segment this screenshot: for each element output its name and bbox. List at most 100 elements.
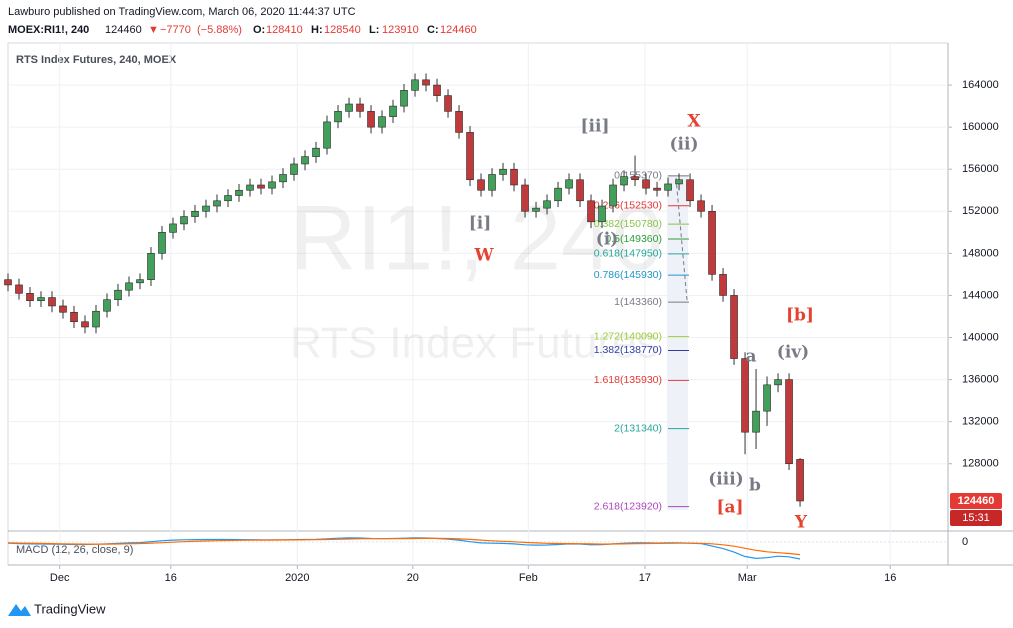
candle-body [202, 205, 210, 212]
symbol: MOEX:RI1!, 240 [8, 24, 89, 36]
candle-body [180, 216, 188, 225]
candle-body [664, 183, 672, 191]
candle-body [565, 179, 573, 189]
change-percent: (−5.88%) [197, 24, 242, 36]
wave-label: [b] [786, 306, 814, 326]
wave-label: Y [794, 513, 808, 533]
footer-logo [8, 604, 31, 616]
candle-body [103, 299, 111, 312]
signal-line [7, 537, 801, 556]
candle-body [125, 282, 133, 291]
wave-label: X [687, 112, 701, 132]
candle-body [290, 163, 298, 175]
fib-band [667, 175, 688, 510]
candle-body [587, 200, 595, 223]
change-arrow: ▼ [148, 24, 159, 36]
x-tick-label: 17 [639, 572, 651, 584]
x-tick-label: Feb [519, 572, 538, 584]
change: −7770 [160, 24, 191, 36]
candle-body [543, 200, 551, 209]
price-tag [950, 492, 1002, 509]
candle-body [499, 168, 507, 175]
fib-label: 1(143360) [614, 296, 662, 308]
candle-body [477, 179, 485, 191]
candle-body [4, 279, 12, 286]
candle-body [708, 210, 716, 275]
x-tick-label: Mar [738, 572, 757, 584]
x-tick-label: 16 [165, 572, 177, 584]
x-tick-label: 2020 [285, 572, 309, 584]
candle-body [510, 168, 518, 186]
countdown-tag [950, 509, 1002, 526]
candle-body [37, 297, 45, 301]
candle-body [774, 379, 782, 386]
wave-label: (iii) [708, 470, 743, 490]
candle-body [70, 311, 78, 323]
candle-body [169, 223, 177, 233]
wave-label: (iv) [777, 343, 809, 363]
candle-body [697, 200, 705, 212]
candle-body [554, 187, 562, 202]
candle-body [686, 179, 694, 202]
fib-label: 0.786(145930) [594, 269, 662, 281]
chart-title: RTS Index Futures, 240, MOEX [16, 54, 177, 66]
candle-body [796, 459, 804, 502]
candle-body [444, 95, 452, 112]
ohlc-value: 128540 [324, 24, 361, 36]
y-tick-label: 164000 [962, 79, 999, 91]
candle-body [400, 90, 408, 107]
candle-body [620, 176, 628, 186]
candle-body [730, 295, 738, 359]
fib-label: 2.618(123920) [594, 500, 662, 512]
candle-body [213, 200, 221, 207]
wave-label: a [745, 347, 756, 367]
watermark: RI1!, 240 [290, 187, 663, 289]
last-price: 124460 [105, 24, 142, 36]
y-tick-label: 128000 [962, 458, 999, 470]
candle-body [642, 179, 650, 189]
y-tick-label: 132000 [962, 416, 999, 428]
y-tick-label: 152000 [962, 205, 999, 217]
candle-body [389, 105, 397, 117]
candle-body [521, 184, 529, 212]
countdown-label: 15:31 [962, 512, 990, 524]
x-tick-label: 20 [407, 572, 419, 584]
ohlc-label: H: [311, 24, 323, 36]
candle-body [81, 321, 89, 328]
published-line: Lawburo published on TradingView.com, Ma… [8, 6, 356, 18]
candle-body [532, 207, 540, 212]
candle-body [752, 410, 760, 433]
candle-body [301, 156, 309, 165]
candle-body [136, 279, 144, 284]
fib-label: 0.382(150780) [594, 218, 662, 230]
candle-body [15, 284, 23, 294]
candle-body [158, 232, 166, 254]
candle-body [279, 174, 287, 183]
fib-label: 1.618(135930) [594, 374, 662, 386]
candle-body [763, 384, 771, 412]
candle-body [785, 379, 793, 465]
candle-body [609, 184, 617, 207]
candle-body [268, 181, 276, 189]
candle-body [147, 253, 155, 280]
candle-body [598, 205, 606, 223]
candle-body [323, 121, 331, 149]
candle-body [455, 111, 463, 133]
candle-body [576, 179, 584, 202]
wave-label: b [749, 476, 761, 496]
ohlc-label: L: [369, 24, 379, 36]
x-tick-label: Dec [50, 572, 70, 584]
ohlc-value: 124460 [440, 24, 477, 36]
candle-body [191, 210, 199, 217]
candle-body [114, 289, 122, 300]
candle-body [411, 79, 419, 91]
ohlc-value: 128410 [266, 24, 303, 36]
candle-body [422, 79, 430, 86]
y-tick-label: 148000 [962, 247, 999, 259]
candle-body [378, 116, 386, 128]
wave-label: (ii) [669, 135, 698, 155]
candle-body [48, 297, 56, 307]
ohlc-label: O: [253, 24, 265, 36]
